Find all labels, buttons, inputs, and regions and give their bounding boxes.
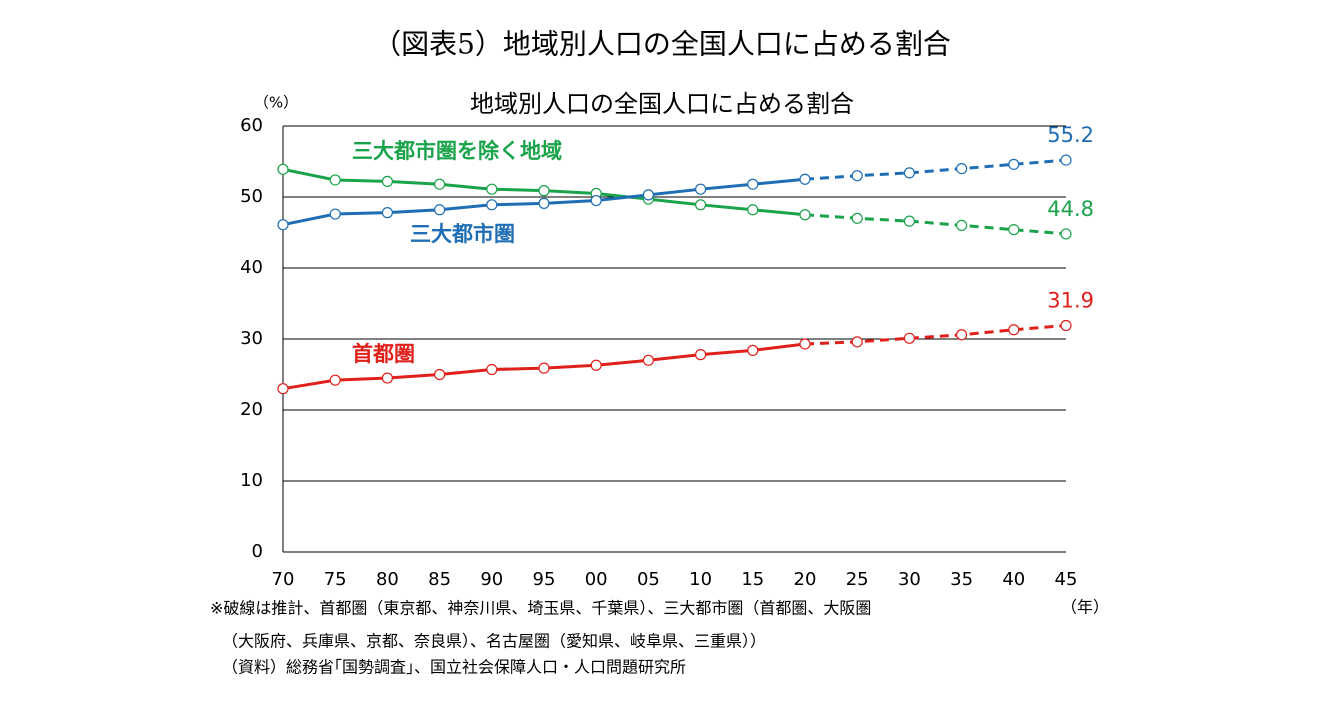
x-tick-label: 20 (794, 569, 817, 590)
x-tick-label: 25 (846, 569, 869, 590)
marker (1060, 154, 1072, 166)
marker (694, 183, 707, 195)
marker (1008, 224, 1020, 236)
y-tick-label: 40 (240, 257, 263, 278)
note: （大阪府、兵庫県、京都、奈良県）、名古屋圏（愛知県、岐阜県、三重県）） (222, 632, 766, 651)
x-tick-label: 75 (324, 569, 347, 590)
data-label: 44.8 (1047, 197, 1094, 221)
marker (799, 173, 811, 185)
x-tick-label: 40 (1002, 569, 1025, 590)
marker (747, 178, 759, 190)
projection-line (804, 213, 1067, 236)
note: ※破線は推計、首都圏（東京都、神奈川県、埼玉県、千葉県）、三大都市圏（首都圏、大… (210, 599, 871, 618)
x-unit: （年） (1061, 598, 1109, 617)
marker (955, 163, 968, 175)
marker (903, 167, 916, 179)
x-tick-label: 85 (428, 569, 451, 590)
marker (434, 178, 446, 190)
marker (590, 194, 602, 207)
data-label: 31.9 (1047, 289, 1094, 313)
marker (486, 363, 498, 376)
x-tick-label: 15 (741, 569, 764, 590)
chart-title: 地域別人口の全国人口に占める割合 (470, 90, 854, 118)
figure-title: （図表5）地域別人口の全国人口に占める割合 (373, 28, 951, 61)
marker (277, 219, 289, 231)
x-tick-label: 95 (533, 569, 556, 590)
note: （資料）総務省｢国勢調査｣、国立社会保障人口・人口問題研究所 (222, 658, 686, 677)
marker (851, 170, 863, 182)
x-tick-label: 90 (480, 569, 503, 590)
marker (538, 185, 550, 197)
marker (903, 215, 916, 227)
marker (381, 372, 393, 384)
marker (642, 354, 655, 366)
marker (1060, 228, 1072, 240)
marker (694, 349, 707, 361)
marker (329, 174, 341, 186)
series-label: 首都圏 (352, 342, 415, 366)
y-tick-label: 60 (240, 115, 263, 136)
x-tick-label: 05 (637, 569, 660, 590)
data-label: 55.2 (1047, 123, 1094, 147)
marker (694, 199, 707, 211)
x-tick-label: 00 (585, 569, 608, 590)
x-tick-label: 80 (376, 569, 399, 590)
y-unit: （%） (254, 94, 298, 112)
marker (277, 383, 289, 395)
marker (486, 183, 498, 195)
marker (1060, 319, 1072, 332)
x-tick-label: 30 (898, 569, 921, 590)
marker (590, 359, 602, 371)
marker (1008, 158, 1020, 170)
x-tick-label: 10 (689, 569, 712, 590)
x-tick-label: 45 (1055, 569, 1078, 590)
series-label: 三大都市圏 (410, 222, 515, 246)
marker (955, 329, 968, 341)
marker (434, 204, 446, 216)
marker (1008, 324, 1020, 336)
marker (903, 332, 916, 344)
marker (747, 344, 759, 356)
marker (277, 163, 289, 175)
marker (799, 338, 811, 350)
x-tick-label: 70 (272, 569, 295, 590)
marker (486, 199, 498, 211)
y-tick-label: 0 (252, 541, 263, 562)
y-tick-label: 30 (240, 328, 263, 349)
y-tick-label: 10 (240, 470, 263, 491)
marker (381, 175, 393, 187)
y-tick-label: 50 (240, 186, 263, 207)
marker (642, 189, 655, 201)
projection-line (804, 324, 1067, 346)
marker (538, 362, 550, 374)
marker (434, 368, 446, 381)
series-label: 三大都市圏を除く地域 (352, 139, 562, 163)
marker (799, 209, 811, 221)
marker (851, 212, 863, 224)
y-tick-label: 20 (240, 399, 263, 420)
marker (747, 204, 759, 216)
x-tick-label: 35 (950, 569, 973, 590)
marker (329, 374, 341, 386)
marker (329, 208, 341, 220)
projection-line (804, 158, 1067, 181)
marker (538, 197, 550, 209)
marker (851, 336, 863, 348)
marker (955, 219, 968, 231)
marker (381, 207, 393, 219)
